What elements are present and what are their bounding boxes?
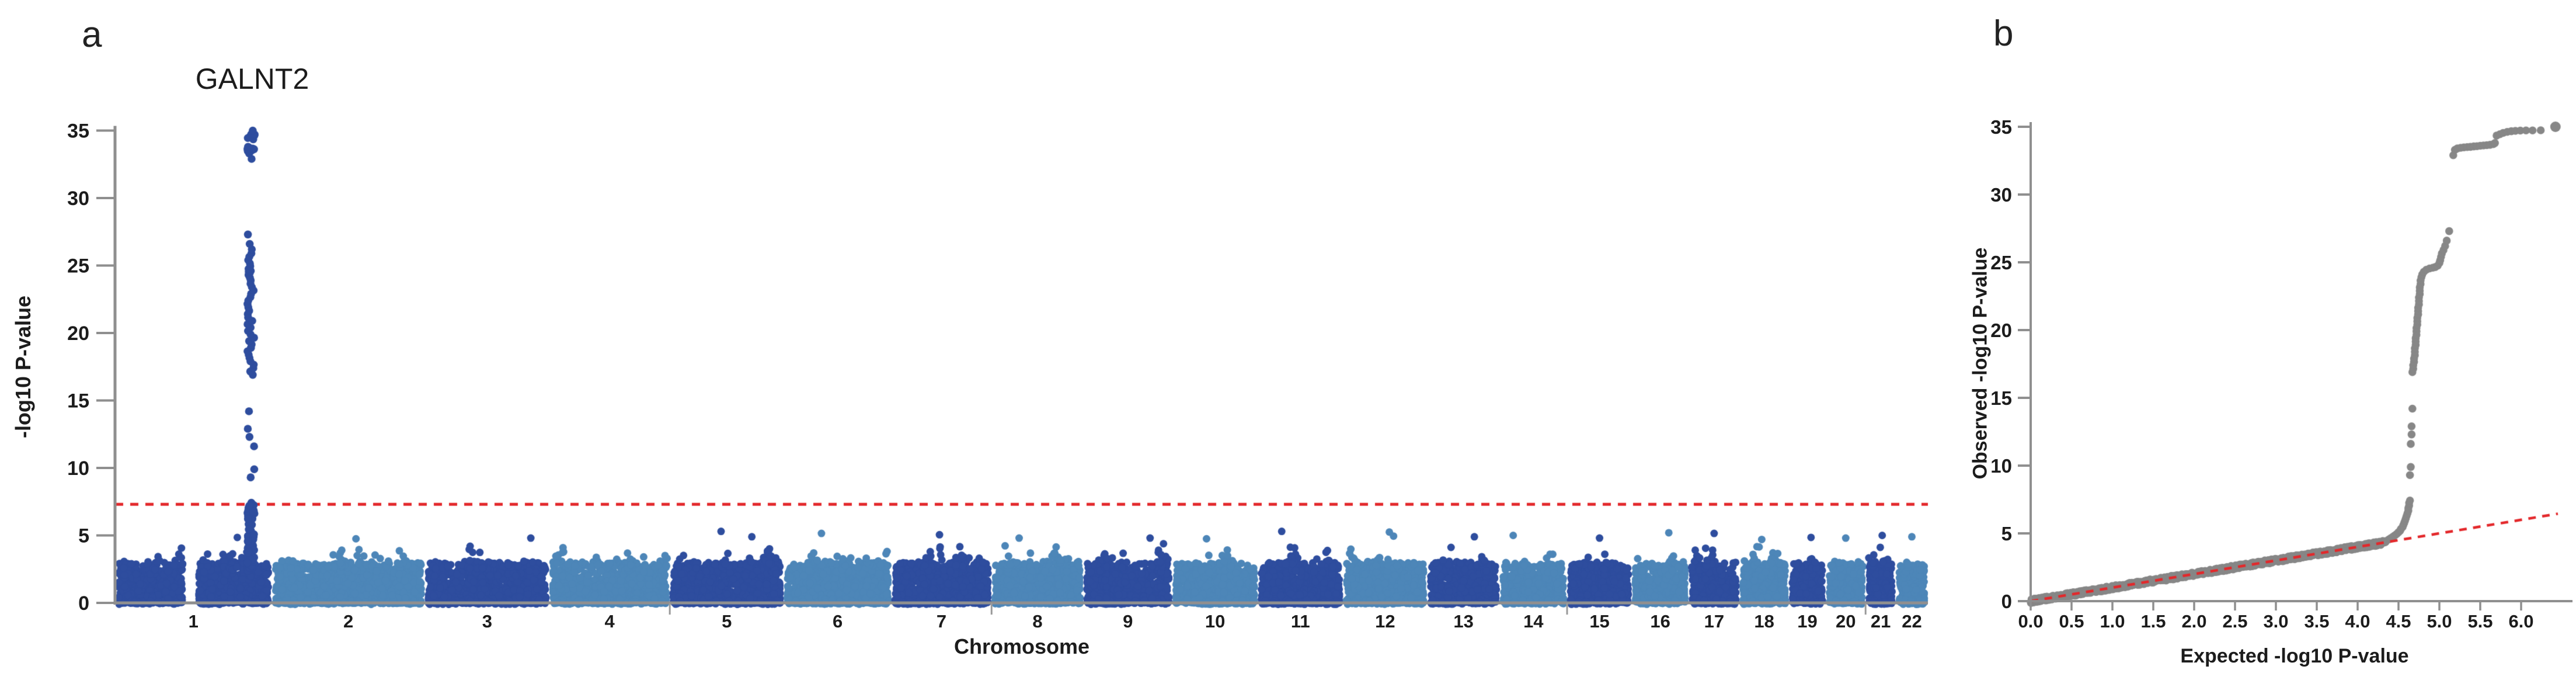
qq-x-tick-label: 6.0 [2508, 611, 2533, 632]
manhattan-y-tick-label: 20 [67, 322, 89, 345]
chromosome-label: 8 [1032, 611, 1042, 632]
chromosome-label: 11 [1291, 611, 1310, 632]
chromosome-label: 21 [1871, 611, 1891, 632]
qq-x-tick-label: 0.0 [2018, 611, 2043, 632]
qq-x-tick-label: 0.5 [2059, 611, 2084, 632]
manhattan-y-tick-label: 5 [78, 525, 89, 547]
chromosome-label: 10 [1205, 611, 1225, 632]
chromosome-label: 4 [605, 611, 615, 632]
manhattan-y-tick-label: 30 [67, 188, 89, 210]
qq-y-tick-label: 5 [2001, 523, 2012, 544]
qq-x-tick-label: 1.0 [2100, 611, 2125, 632]
qq-y-axis-title: Observed -log10 P-value [1969, 247, 1992, 480]
chromosome-label: 6 [833, 611, 843, 632]
qq-x-tick-label: 5.0 [2427, 611, 2452, 632]
chromosome-label: 7 [937, 611, 946, 632]
panel-b-letter: b [1993, 13, 2014, 54]
chromosome-label: 1 [189, 611, 199, 632]
manhattan-gene-title: GALNT2 [195, 63, 309, 95]
qq-y-tick-label: 20 [1990, 320, 2012, 341]
chromosome-label: 14 [1523, 611, 1544, 632]
chromosome-label: 13 [1453, 611, 1473, 632]
qq-y-tick-label: 10 [1990, 455, 2012, 477]
manhattan-y-tick-label: 0 [78, 592, 89, 615]
chromosome-label: 19 [1797, 611, 1817, 632]
panel-a-letter: a [82, 15, 102, 55]
qq-x-tick-label: 2.5 [2222, 611, 2247, 632]
qq-y-tick-label: 15 [1990, 387, 2012, 409]
chromosome-label: 2 [343, 611, 353, 632]
manhattan-y-axis-title: -log10 P-value [11, 295, 35, 439]
chromosome-label: 20 [1836, 611, 1856, 632]
chromosome-label: 9 [1123, 611, 1133, 632]
qq-x-tick-label: 5.5 [2467, 611, 2493, 632]
qq-y-tick-label: 0 [2001, 591, 2012, 612]
qq-x-tick-label: 1.5 [2140, 611, 2166, 632]
manhattan-y-tick-label: 15 [67, 390, 89, 412]
qq-y-tick-label: 35 [1990, 116, 2012, 138]
manhattan-y-tick-label: 35 [67, 120, 89, 143]
qq-x-tick-label: 2.0 [2181, 611, 2206, 632]
chromosome-label: 17 [1704, 611, 1724, 632]
qq-y-tick-label: 25 [1990, 252, 2012, 273]
manhattan-y-tick-label: 25 [67, 255, 89, 277]
chromosome-label: 22 [1902, 611, 1921, 632]
chromosome-label: 12 [1375, 611, 1395, 632]
qq-x-tick-label: 3.5 [2304, 611, 2329, 632]
chromosome-label: 5 [722, 611, 732, 632]
chromosome-label: 18 [1754, 611, 1774, 632]
chromosome-label: 3 [482, 611, 492, 632]
chromosome-label: 15 [1589, 611, 1609, 632]
qq-x-axis-title: Expected -log10 P-value [2180, 645, 2409, 667]
qq-y-tick-label: 30 [1990, 184, 2012, 206]
qq-x-tick-label: 4.0 [2345, 611, 2370, 632]
manhattan-y-tick-label: 10 [67, 457, 89, 480]
chromosome-label: 16 [1650, 611, 1670, 632]
manhattan-x-axis-title: Chromosome [953, 634, 1090, 658]
qq-x-tick-label: 4.5 [2386, 611, 2411, 632]
qq-x-tick-label: 3.0 [2263, 611, 2288, 632]
